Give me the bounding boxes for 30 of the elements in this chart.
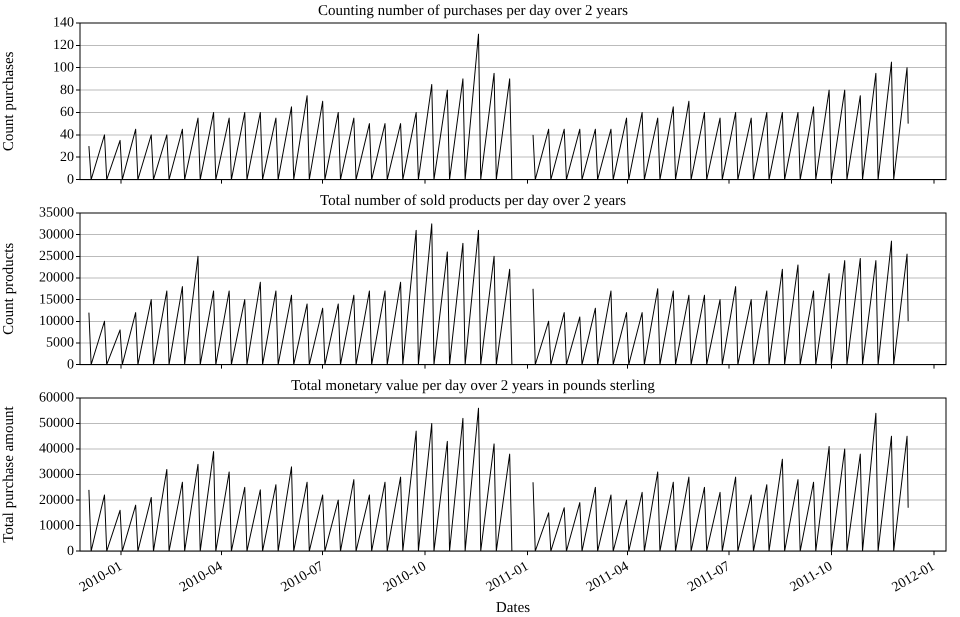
y-tick-label: 0	[67, 357, 74, 372]
y-tick-label: 30000	[39, 467, 74, 482]
y-tick-label: 140	[53, 16, 74, 31]
y-tick-label: 60000	[39, 390, 74, 406]
y-tick-label: 100	[53, 60, 74, 76]
y-tick-label: 10000	[39, 314, 74, 329]
y-tick-label: 35000	[39, 206, 74, 221]
y-tick-label: 20000	[39, 492, 74, 508]
y-axis-title: Count products	[0, 242, 17, 335]
y-tick-label: 20	[60, 150, 74, 165]
y-tick-label: 10000	[39, 518, 74, 534]
y-tick-label: 0	[67, 172, 74, 188]
y-tick-label: 25000	[39, 248, 74, 264]
y-tick-label: 30000	[39, 227, 74, 242]
y-tick-label: 20000	[39, 270, 74, 286]
y-axis-title: Total purchase amount	[0, 406, 17, 543]
y-tick-label: 40000	[39, 442, 74, 457]
y-tick-label: 60	[60, 105, 74, 120]
x-axis-title: Dates	[496, 600, 530, 616]
y-tick-label: 120	[53, 38, 74, 54]
chart-title: Counting number of purchases per day over 2 years	[318, 2, 628, 19]
y-tick-label: 15000	[39, 292, 74, 308]
chart-title: Total monetary value per day over 2 years in pounds sterling	[291, 378, 656, 394]
y-tick-label: 40	[60, 128, 74, 143]
y-tick-label: 0	[67, 544, 74, 559]
chart-title: Total number of sold products per day over 2 years	[320, 192, 626, 209]
y-tick-label: 5000	[46, 336, 74, 351]
y-axis-title: Count purchases	[0, 51, 17, 152]
y-tick-label: 80	[60, 82, 74, 98]
y-tick-label: 50000	[39, 416, 74, 432]
